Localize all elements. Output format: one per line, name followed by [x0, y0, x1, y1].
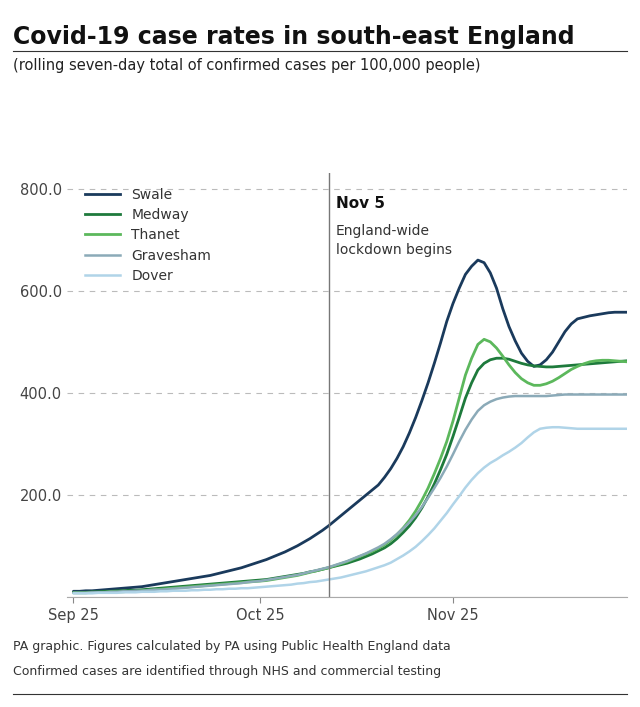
- Legend: Swale, Medway, Thanet, Gravesham, Dover: Swale, Medway, Thanet, Gravesham, Dover: [80, 182, 216, 288]
- Text: (rolling seven-day total of confirmed cases per 100,000 people): (rolling seven-day total of confirmed ca…: [13, 58, 480, 73]
- Text: England-wide
lockdown begins: England-wide lockdown begins: [336, 224, 452, 257]
- Text: PA graphic. Figures calculated by PA using Public Health England data: PA graphic. Figures calculated by PA usi…: [13, 640, 451, 653]
- Text: Confirmed cases are identified through NHS and commercial testing: Confirmed cases are identified through N…: [13, 665, 441, 677]
- Text: Nov 5: Nov 5: [336, 197, 385, 211]
- Text: Covid-19 case rates in south-east England: Covid-19 case rates in south-east Englan…: [13, 25, 575, 49]
